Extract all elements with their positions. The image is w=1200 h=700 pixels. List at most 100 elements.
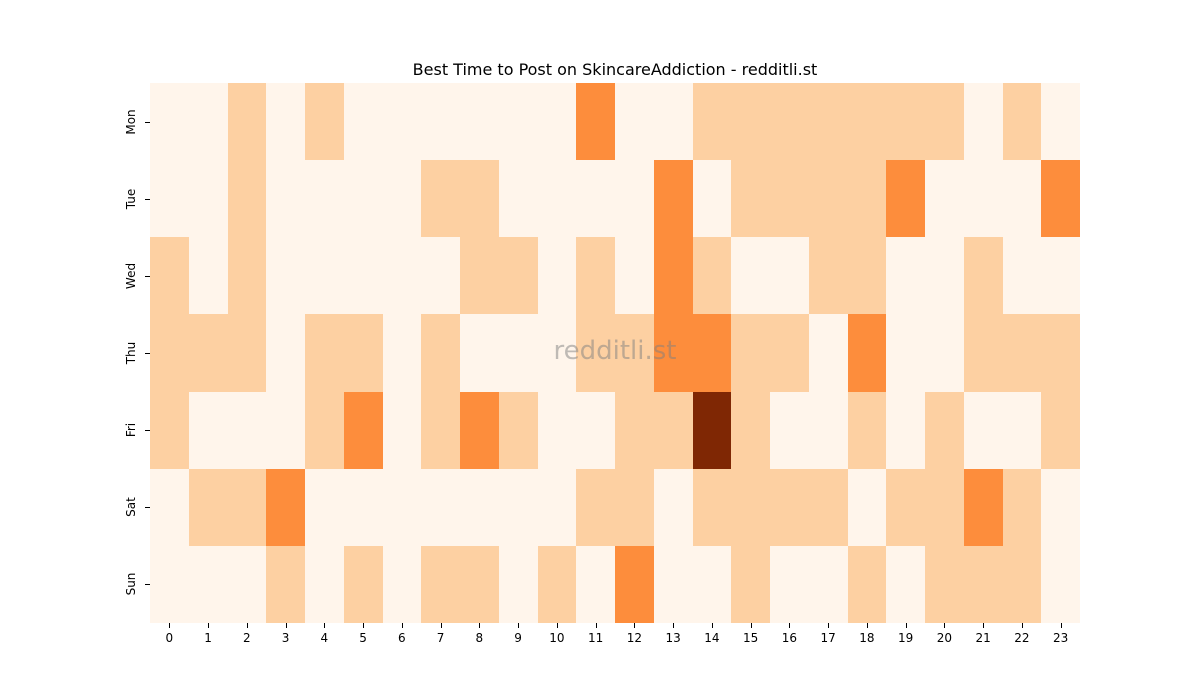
heatmap-cell xyxy=(808,391,848,469)
x-tick-label: 10 xyxy=(549,631,565,645)
heatmap-cell xyxy=(653,468,693,546)
x-tick-label: 12 xyxy=(626,631,643,645)
heatmap-cell xyxy=(460,468,499,546)
heatmap-cell xyxy=(1041,545,1080,623)
heatmap-cell xyxy=(460,391,499,469)
heatmap-cell xyxy=(188,468,228,546)
heatmap-cell xyxy=(770,545,809,623)
x-tick-label: 13 xyxy=(665,631,681,645)
heatmap-cell xyxy=(1002,160,1042,238)
heatmap-cell xyxy=(770,160,809,238)
heatmap-cell xyxy=(343,160,383,238)
heatmap-cell xyxy=(886,545,925,623)
heatmap-cell xyxy=(305,314,344,392)
x-tick-label: 23 xyxy=(1052,631,1069,645)
heatmap-cell xyxy=(421,545,460,623)
heatmap-cell xyxy=(615,391,654,469)
heatmap-cell xyxy=(731,314,770,392)
x-tick-label: 21 xyxy=(975,631,991,645)
x-tick-label: 22 xyxy=(1014,631,1030,645)
heatmap-cell xyxy=(615,160,654,238)
heatmap-cell xyxy=(537,468,577,546)
heatmap-cell xyxy=(847,468,887,546)
x-tick-label: 6 xyxy=(398,631,406,645)
x-tick xyxy=(1021,623,1023,628)
heatmap-cell xyxy=(847,160,887,238)
heatmap-cell xyxy=(925,468,964,546)
heatmap-cell xyxy=(1002,83,1042,161)
heatmap-cell xyxy=(847,545,887,623)
heatmap-cell xyxy=(808,314,848,392)
x-tick xyxy=(983,623,985,628)
heatmap-cell xyxy=(343,391,383,469)
heatmap-cell xyxy=(576,160,615,238)
heatmap-cell xyxy=(886,83,925,161)
heatmap-cell xyxy=(537,391,577,469)
heatmap-cell xyxy=(615,545,654,623)
x-axis: 0 1 2 3 4 5 6 7 8 9 10 11 12 13 14 15 16 17 18 19 20 21 22 23 xyxy=(150,623,1080,653)
heatmap-cell xyxy=(382,160,422,238)
heatmap-cell xyxy=(150,237,189,315)
heatmap-cell xyxy=(305,391,344,469)
heatmap-cell xyxy=(460,83,499,161)
heatmap-cell xyxy=(188,160,228,238)
heatmap-cell xyxy=(653,545,693,623)
heatmap-cell xyxy=(266,468,305,546)
heatmap-cell xyxy=(770,237,809,315)
heatmap-cell xyxy=(382,391,422,469)
x-tick xyxy=(246,623,248,628)
heatmap-cell xyxy=(150,314,189,392)
heatmap-cell xyxy=(1041,83,1080,161)
heatmap-cell xyxy=(150,545,189,623)
heatmap-cell xyxy=(266,83,305,161)
heatmap-cell xyxy=(227,545,267,623)
heatmap-cell xyxy=(421,83,460,161)
heatmap-cell xyxy=(305,545,344,623)
heatmap-cell xyxy=(188,314,228,392)
heatmap-cell xyxy=(421,314,460,392)
x-tick xyxy=(208,623,210,628)
x-tick xyxy=(169,623,171,628)
heatmap-cell xyxy=(382,237,422,315)
heatmap-cell xyxy=(498,237,538,315)
heatmap-cell xyxy=(266,314,305,392)
heatmap-cell xyxy=(615,314,654,392)
heatmap-cell xyxy=(963,391,1003,469)
heatmap-cell xyxy=(305,160,344,238)
heatmap-cell xyxy=(692,83,732,161)
heatmap-cell xyxy=(227,314,267,392)
heatmap-cell xyxy=(925,545,964,623)
heatmap-cell xyxy=(343,237,383,315)
y-tick xyxy=(145,507,150,509)
heatmap-cell xyxy=(925,160,964,238)
heatmap-cell xyxy=(808,468,848,546)
x-tick xyxy=(595,623,597,628)
x-tick-label: 17 xyxy=(820,631,836,645)
heatmap-cell xyxy=(421,160,460,238)
y-tick xyxy=(145,430,150,432)
x-tick xyxy=(750,623,752,628)
heatmap-cell xyxy=(460,545,499,623)
heatmap-cell xyxy=(925,314,964,392)
heatmap-cell xyxy=(227,83,267,161)
heatmap-cell xyxy=(498,160,538,238)
x-tick xyxy=(711,623,713,628)
heatmap-cell xyxy=(925,391,964,469)
heatmap-cell xyxy=(808,545,848,623)
heatmap-cell xyxy=(537,314,577,392)
heatmap-cell xyxy=(770,83,809,161)
heatmap-cell xyxy=(886,468,925,546)
x-tick-label: 3 xyxy=(281,631,290,645)
heatmap-cell xyxy=(692,545,732,623)
y-tick xyxy=(145,121,150,123)
heatmap-cell xyxy=(731,545,770,623)
x-tick-label: 16 xyxy=(781,631,798,645)
heatmap-cell xyxy=(1041,237,1080,315)
heatmap-cell xyxy=(692,391,732,469)
x-tick-label: 0 xyxy=(165,631,174,645)
heatmap-cell xyxy=(847,314,887,392)
heatmap-cell xyxy=(1002,545,1042,623)
heatmap-cell xyxy=(150,391,189,469)
heatmap-cell xyxy=(653,160,693,238)
heatmap-cell xyxy=(150,468,189,546)
